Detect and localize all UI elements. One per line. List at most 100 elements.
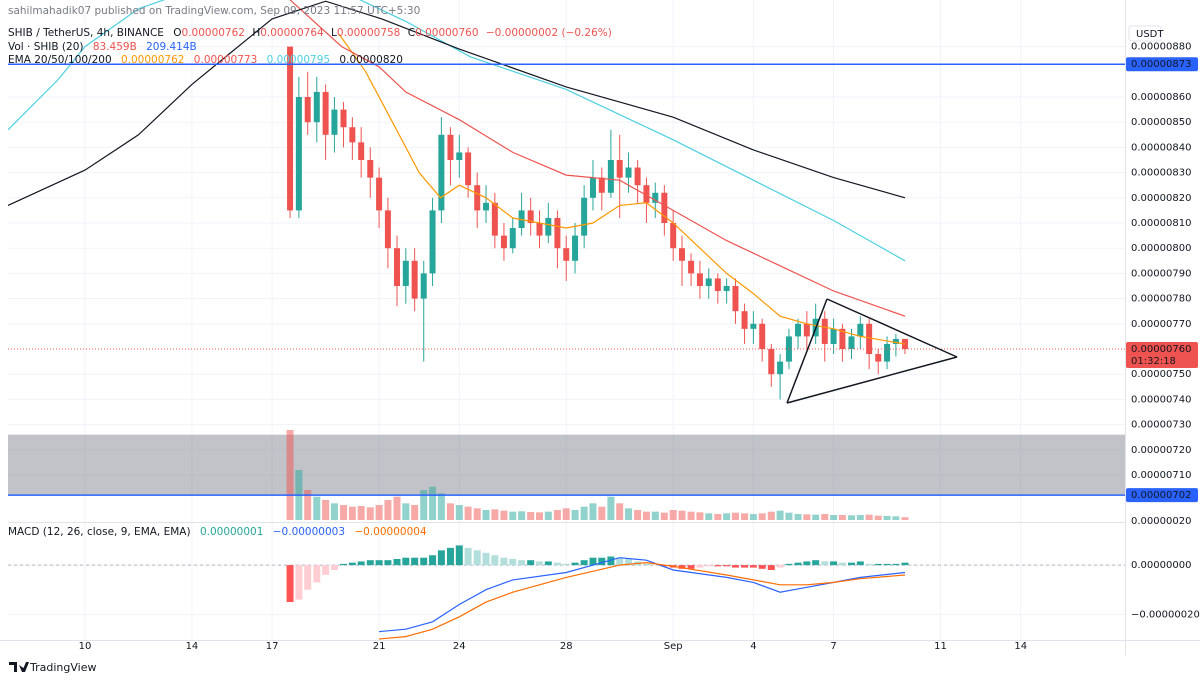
volume-bar (705, 513, 713, 520)
macd-histogram-bar (714, 565, 722, 567)
macd-line (379, 561, 906, 640)
volume-bar (616, 503, 624, 520)
volume-bar (598, 506, 606, 520)
candle-body (402, 260, 409, 286)
x-tick-label: 21 (373, 641, 386, 652)
volume-bar (527, 512, 535, 520)
volume-bar (464, 506, 472, 520)
volume-bar (723, 513, 731, 520)
x-tick-label: 17 (266, 641, 279, 652)
volume-bar (847, 515, 855, 520)
candle-body (438, 134, 445, 211)
volume-bar (607, 496, 615, 520)
candle-body (465, 152, 472, 186)
volume-bar (696, 512, 704, 520)
volume-bar (714, 514, 722, 520)
macd-histogram-bar (446, 547, 454, 566)
brand-name: TradingView (29, 661, 96, 674)
candle-body (447, 134, 454, 160)
currency-box[interactable] (1128, 25, 1162, 42)
y-tick-label: 0.00000740 (1131, 394, 1191, 405)
macd-histogram-bar (402, 557, 410, 566)
macd-histogram-bar (883, 563, 891, 566)
macd-histogram-bar (749, 565, 757, 568)
volume-bar (366, 507, 374, 520)
last-price-label: 0.00000760 (1131, 344, 1191, 355)
macd-histogram-bar (892, 563, 900, 566)
triangle-edge (826, 298, 958, 358)
macd-histogram-bar (625, 558, 633, 566)
macd-histogram-bar (455, 545, 463, 566)
macd-histogram-bar (847, 562, 855, 566)
volume-bar (660, 512, 668, 520)
candle-body (304, 96, 311, 123)
macd-histogram-bar (901, 562, 909, 566)
candle-body (643, 185, 650, 203)
candle-body (420, 273, 427, 299)
publisher: sahilmahadik07 published on TradingView.… (8, 5, 420, 17)
candle-body (527, 210, 534, 223)
volume-bar (455, 505, 463, 520)
candle-body (768, 348, 775, 375)
volume-bar (571, 510, 579, 520)
volume-bar (535, 512, 543, 520)
candle-body (491, 202, 498, 236)
volume-bar (437, 493, 445, 520)
brand-logo (9, 662, 29, 672)
volume-bar (393, 496, 401, 520)
candle-body (696, 273, 703, 286)
macd-histogram-bar (571, 562, 579, 566)
candle-body (349, 127, 356, 143)
macd-histogram-bar (758, 565, 766, 569)
currency: USDT (1136, 29, 1164, 40)
candle-body (581, 197, 588, 236)
candle-body (857, 323, 864, 337)
ema-value: 0.00000795 (267, 54, 330, 66)
macd-histogram-bar (607, 556, 615, 566)
volume-bar (384, 500, 392, 520)
macd-histogram-bar (794, 562, 802, 566)
candle-body (563, 248, 570, 261)
volume-bar (446, 503, 454, 520)
candle-body (295, 96, 302, 211)
volume-bar (313, 496, 321, 520)
volume-name: Vol · SHIB (20) (8, 41, 83, 53)
candle-body (367, 159, 374, 178)
candle-body (474, 185, 481, 211)
candle-body (384, 210, 391, 249)
volume-bar (491, 509, 499, 520)
volume-axis-label: 0.00000020 (1131, 516, 1191, 527)
macd-histogram-bar (464, 547, 472, 566)
volume-bar (669, 510, 677, 520)
macd-histogram-bar (482, 552, 490, 566)
y-tick-label: 0.00000860 (1131, 92, 1191, 103)
y-tick-label: 0.00000720 (1131, 445, 1191, 456)
y-tick-label: 0.00000710 (1131, 470, 1191, 481)
legend-symbol-row: SHIB / TetherUS, 4h, BINANCE O0.00000762… (8, 27, 612, 39)
volume-bar (348, 506, 356, 520)
volume-bar (402, 503, 410, 520)
volume-bar (741, 513, 749, 520)
macd-histogram-bar (509, 558, 517, 566)
candle-body (848, 336, 855, 349)
volume-bar (767, 511, 775, 520)
candle-body (287, 46, 294, 211)
candle-body (884, 343, 891, 362)
macd-histogram-bar (544, 561, 552, 566)
candle-body (688, 260, 695, 274)
candle-body (795, 323, 802, 337)
macd-histogram-bar (384, 560, 392, 566)
x-tick-label: 4 (750, 641, 756, 652)
triangle-edge (786, 298, 828, 404)
y-tick-label: 0.00000000 (1131, 560, 1191, 571)
y-tick-label: 0.00000770 (1131, 319, 1191, 330)
grid (8, 0, 1125, 640)
candle-body (661, 192, 668, 223)
macd-name: MACD (12, 26, close, 9, EMA, EMA) (8, 526, 191, 538)
volume-bar (286, 430, 294, 520)
ema-name: EMA 20/50/100/200 (8, 54, 112, 66)
y-tick-label: 0.00000840 (1131, 142, 1191, 153)
y-tick-label: 0.00000830 (1131, 168, 1191, 179)
candle-body (393, 248, 400, 286)
